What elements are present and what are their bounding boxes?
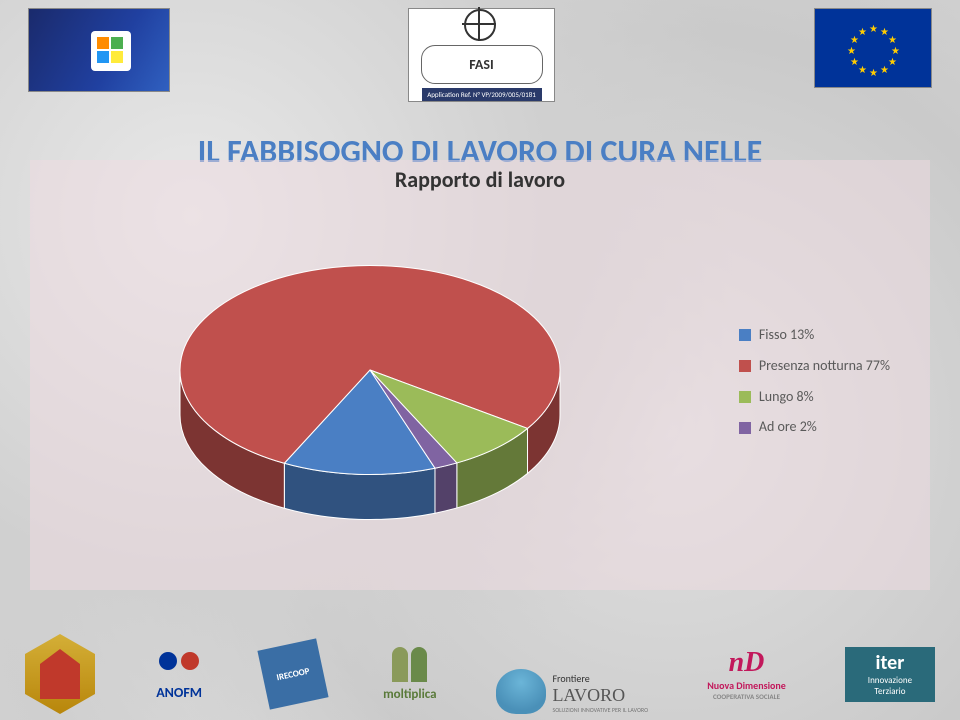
- region-crest-logo: [25, 634, 95, 714]
- chart-title: Rapporto di lavoro: [30, 166, 930, 193]
- anofm-logo: ANOFM: [154, 634, 204, 714]
- colored-squares-icon: [91, 31, 131, 71]
- frontiere-big: LAVORO: [552, 685, 648, 706]
- moltiplica-logo: moltiplica: [382, 634, 437, 714]
- chart-legend: Fisso 13%Presenza notturna 77%Lungo 8%Ad…: [739, 320, 890, 443]
- nd-icon: nD: [729, 647, 765, 679]
- irecoop-logo: IRECOOP: [263, 634, 323, 714]
- legend-swatch: [739, 360, 751, 372]
- bottom-logo-row: ANOFM IRECOOP moltiplica Frontiere LAVOR…: [0, 619, 960, 714]
- legend-item: Presenza notturna 77%: [739, 351, 890, 382]
- legend-swatch: [739, 422, 751, 434]
- eu-stars-icon: ★★★★★★★★★★★★: [843, 18, 903, 78]
- top-logo-row: FASI Application Ref. N° VP/2009/005/018…: [0, 8, 960, 98]
- legend-swatch: [739, 329, 751, 341]
- anofm-label: ANOFM: [156, 684, 202, 701]
- frontiere-sub: SOLUZIONI INNOVATIVE PER IL LAVORO: [552, 706, 648, 714]
- fasi-ref-bar: Application Ref. N° VP/2009/005/0181: [422, 88, 542, 101]
- iter-main: iter: [876, 651, 905, 675]
- legend-item: Lungo 8%: [739, 382, 890, 413]
- anofm-icon: [154, 647, 204, 682]
- pie-chart: [170, 240, 570, 540]
- frontiere-lavoro-logo: Frontiere LAVORO SOLUZIONI INNOVATIVE PE…: [496, 634, 648, 714]
- iter-sub1: Innovazione: [868, 675, 912, 686]
- frontiere-icon: [496, 669, 546, 714]
- nd-line2: COOPERATIVA SOCIALE: [713, 692, 780, 701]
- eu-project-logo: [28, 8, 170, 92]
- legend-item: Ad ore 2%: [739, 412, 890, 443]
- legend-swatch: [739, 391, 751, 403]
- legend-label: Presenza notturna 77%: [759, 351, 890, 382]
- nuova-dimensione-logo: nD Nuova Dimensione COOPERATIVA SOCIALE: [707, 634, 786, 714]
- legend-label: Lungo 8%: [759, 382, 814, 413]
- moltiplica-label: moltiplica: [383, 687, 437, 702]
- fasi-badge: FASI: [421, 45, 543, 84]
- moltiplica-icon: [382, 647, 437, 687]
- legend-label: Fisso 13%: [759, 320, 814, 351]
- frontiere-small: Frontiere: [552, 672, 648, 685]
- iter-logo: iter Innovazione Terziario: [845, 634, 935, 714]
- irecoop-label: IRECOOP: [258, 638, 329, 709]
- fasi-logo: FASI Application Ref. N° VP/2009/005/018…: [408, 8, 555, 102]
- chart-container: Rapporto di lavoro Fisso 13%Presenza not…: [30, 160, 930, 590]
- legend-item: Fisso 13%: [739, 320, 890, 351]
- eu-flag-logo: ★★★★★★★★★★★★: [814, 8, 932, 88]
- iter-sub2: Terziario: [874, 686, 905, 697]
- wheel-icon: [464, 9, 496, 41]
- legend-label: Ad ore 2%: [759, 412, 817, 443]
- nd-line1: Nuova Dimensione: [707, 679, 786, 692]
